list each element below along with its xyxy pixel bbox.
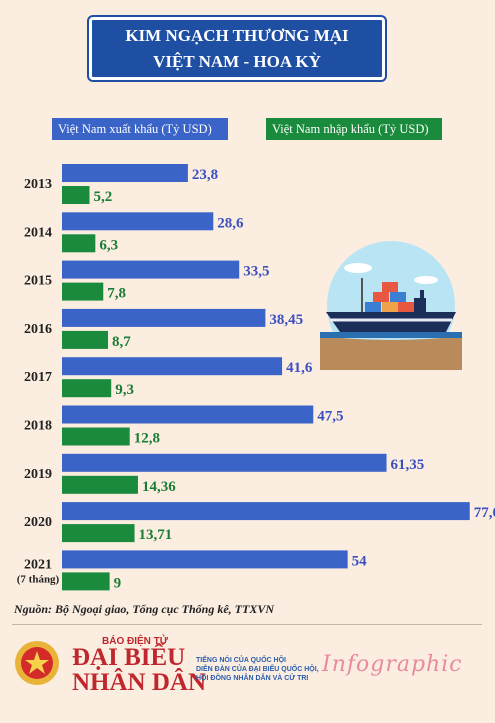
import-bar: [62, 282, 104, 301]
export-value-label: 77,08: [474, 505, 495, 521]
category-note: (7 tháng): [17, 573, 60, 585]
title-line-2: VIỆT NAM - HOA KỲ: [153, 51, 321, 71]
logo-brand-line-2: NHÂN DÂN: [72, 669, 207, 696]
category-label: 2016: [24, 322, 52, 337]
category-label: 2014: [24, 225, 52, 240]
infographic-label: Infographic: [322, 652, 463, 677]
export-bar: [62, 212, 214, 231]
export-bar: [62, 550, 348, 569]
import-bar: [62, 524, 135, 543]
export-value-label: 28,6: [217, 215, 244, 231]
source-note: Nguồn: Bộ Ngoại giao, Tổng cục Thống kê,…: [14, 602, 275, 616]
export-value-label: 61,35: [391, 457, 425, 473]
title-line-1: KIM NGẠCH THƯƠNG MẠI: [125, 25, 349, 45]
import-value-label: 9,3: [115, 382, 134, 398]
import-value-label: 13,71: [139, 527, 173, 543]
bar-chart: 2013 23,8 5,2 2014 28,6 6,3 2015 33,5 7,8 2016 38,…: [17, 164, 495, 591]
state-emblem-icon: [15, 641, 59, 685]
export-bar: [62, 405, 314, 424]
tagline-line: HỘI ĐỒNG NHÂN DÂN VÀ CỬ TRI: [196, 675, 309, 682]
tagline-line: TIẾNG NÓI CỦA QUỐC HỘI: [196, 657, 286, 664]
tagline-line: DIỄN ĐÀN CỦA ĐẠI BIỂU QUỐC HỘI,: [196, 666, 319, 673]
category-label: 2017: [24, 370, 52, 385]
export-bar: [62, 260, 240, 279]
export-value-label: 38,45: [269, 312, 303, 328]
import-bar: [62, 379, 112, 398]
import-value-label: 6,3: [99, 237, 118, 253]
export-value-label: 41,6: [286, 360, 313, 376]
logo-brand-line-1: ĐẠI BIỂU: [72, 644, 186, 671]
footer-divider: [12, 624, 482, 625]
import-value-label: 14,36: [142, 479, 176, 495]
title-box: KIM NGẠCH THƯƠNG MẠI VIỆT NAM - HOA KỲ: [89, 17, 385, 80]
export-value-label: 33,5: [243, 264, 269, 280]
import-value-label: 8,7: [112, 334, 131, 350]
import-value-label: 7,8: [107, 286, 126, 302]
import-value-label: 9: [114, 575, 122, 591]
logo-small-text: BÁO ĐIỆN TỬ: [102, 636, 169, 647]
export-bar: [62, 453, 387, 472]
import-bar: [62, 427, 130, 446]
export-bar: [62, 164, 188, 182]
legend-export: Việt Nam xuất khẩu (Tỷ USD): [52, 118, 228, 140]
legend-import: Việt Nam nhập khẩu (Tỷ USD): [266, 118, 442, 140]
category-label: 2018: [24, 419, 52, 434]
import-bar: [62, 475, 138, 494]
category-label: 2013: [24, 177, 52, 192]
export-value-label: 54: [352, 553, 368, 569]
import-bar: [62, 572, 110, 591]
category-label: 2015: [24, 274, 52, 289]
cargo-ship-icon: [320, 241, 462, 370]
import-bar: [62, 330, 109, 349]
tagline: TIẾNG NÓI CỦA QUỐC HỘI DIỄN ĐÀN CỦA ĐẠI …: [196, 656, 319, 683]
import-value-label: 5,2: [94, 189, 113, 205]
export-bar: [62, 308, 266, 327]
export-bar: [62, 502, 470, 521]
export-value-label: 47,5: [317, 409, 343, 425]
export-bar: [62, 357, 283, 376]
category-label: 2021: [24, 557, 52, 572]
import-bar: [62, 186, 90, 204]
import-value-label: 12,8: [134, 431, 160, 447]
category-label: 2020: [24, 515, 52, 530]
import-bar: [62, 234, 96, 253]
export-value-label: 23,8: [192, 167, 218, 183]
category-label: 2019: [24, 467, 52, 482]
